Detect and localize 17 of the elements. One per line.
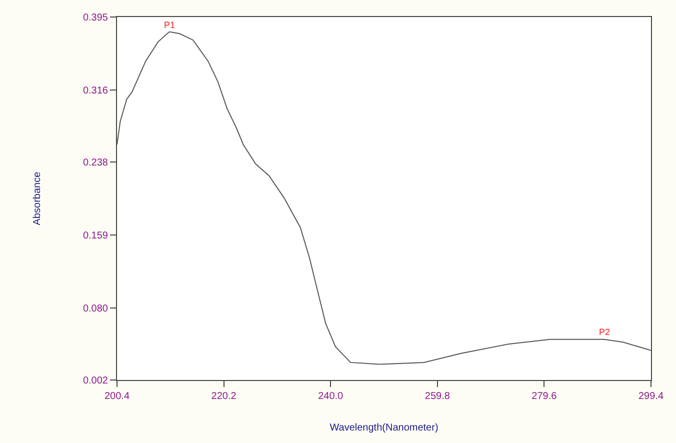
- x-tick-label: 240.0: [318, 391, 344, 402]
- y-tick-label: 0.080: [82, 303, 108, 314]
- annotation: P1: [164, 20, 176, 30]
- y-tick-label: 0.159: [82, 230, 108, 242]
- x-tick-label: 259.8: [424, 391, 450, 402]
- line-series: [117, 31, 651, 365]
- annotation: P2: [599, 327, 610, 337]
- y-axis-title: Absorbance: [32, 171, 43, 226]
- y-tick-label: 0.238: [82, 158, 108, 169]
- x-axis-title: Wavelength(Nanometer): [330, 422, 438, 434]
- x-tick-label: 220.2: [211, 391, 237, 402]
- x-tick-label: 299.4: [638, 391, 664, 402]
- x-tick-label: 279.6: [532, 391, 558, 402]
- x-tick-label: 200.4: [104, 391, 130, 402]
- y-tick-label: 0.316: [82, 85, 108, 96]
- y-tick-label: 0.395: [82, 12, 108, 24]
- y-tick-label: 0.002: [82, 376, 108, 386]
